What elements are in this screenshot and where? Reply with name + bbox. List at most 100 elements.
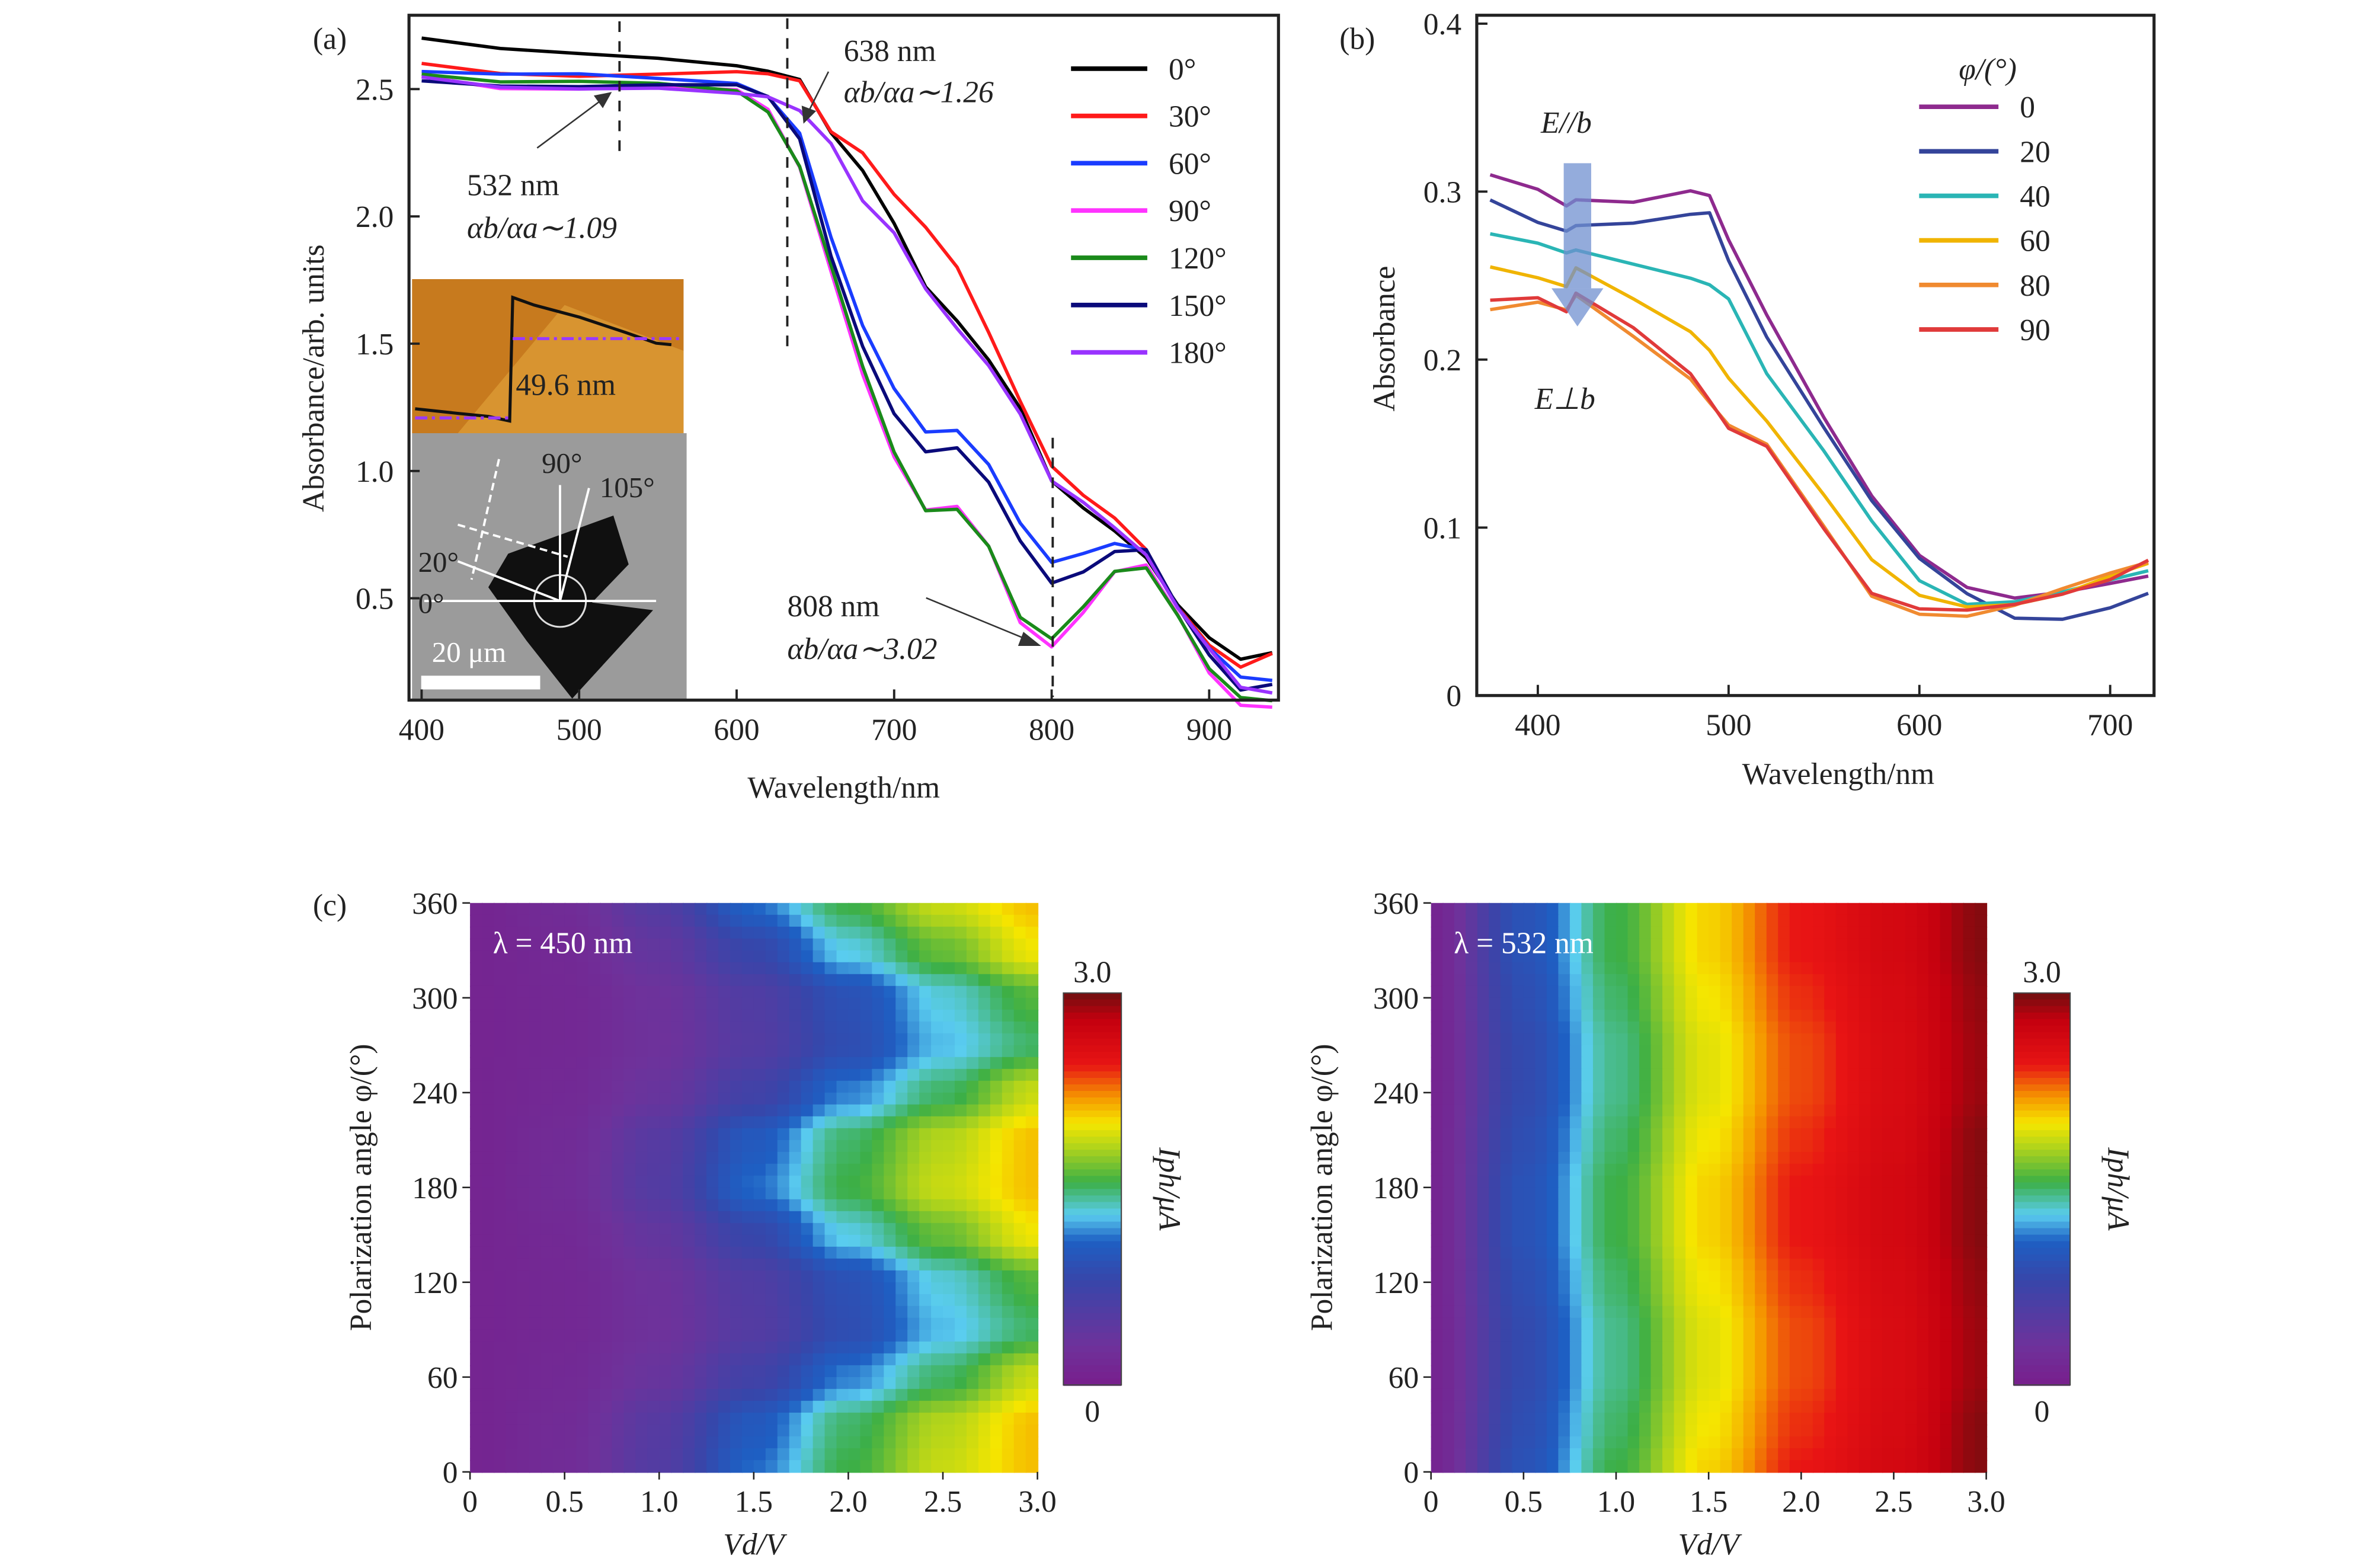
heatmap-cell (1650, 1460, 1664, 1473)
heatmap-cell (1616, 1092, 1629, 1106)
heatmap-cell (1766, 1187, 1779, 1201)
heatmap-cell (1801, 1329, 1814, 1343)
heatmap-cell (1963, 1282, 1976, 1295)
heatmap-cell (1558, 1258, 1571, 1272)
heatmap-cell (1940, 1246, 1953, 1260)
marker-lines (618, 18, 1054, 697)
heatmap-cell (1581, 1258, 1594, 1272)
heatmap-cell (706, 1329, 719, 1343)
heatmap-cell (1720, 1305, 1733, 1319)
heatmap-cell (1685, 1187, 1698, 1201)
heatmap-cell (884, 997, 897, 1011)
heatmap-cell (517, 985, 530, 999)
heatmap-cell (1592, 1436, 1606, 1449)
heatmap-cell (623, 1400, 636, 1414)
heatmap-cell (1685, 1068, 1698, 1082)
heatmap-cell (706, 1128, 719, 1141)
heatmap-cell (978, 1353, 991, 1367)
heatmap-cell (812, 1211, 826, 1224)
heatmap-cell (1905, 1234, 1918, 1248)
heatmap-cell (1893, 1436, 1906, 1449)
heatmap-cell (683, 914, 696, 928)
heatmap-cell (1013, 1140, 1027, 1153)
heatmap-cell (1870, 1045, 1883, 1058)
heatmap-cell (1940, 962, 1953, 975)
heatmap-cell (789, 1199, 802, 1212)
heatmap-cell (1013, 1305, 1027, 1319)
heatmap-cell (1477, 1436, 1490, 1449)
heatmap-cell (1801, 1068, 1814, 1082)
heatmap-cell (1025, 1377, 1039, 1390)
heatmap-cell (954, 1341, 968, 1355)
colorbar-segment (2013, 1045, 2071, 1053)
heatmap-cell (647, 1294, 660, 1307)
heatmap-cell (1812, 1365, 1825, 1378)
heatmap-cell (623, 1270, 636, 1284)
heatmap-cell (730, 926, 743, 940)
heatmap-cell (1500, 1092, 1513, 1106)
heatmap-cell (1002, 985, 1015, 999)
heatmap-cell (1870, 1021, 1883, 1035)
heatmap-cell (753, 1080, 767, 1094)
heatmap-cell (753, 962, 767, 975)
heatmap-cell (706, 1223, 719, 1236)
heatmap-cell (540, 1175, 554, 1189)
heatmap-cell (1674, 1009, 1687, 1023)
heatmap-cell (1720, 1140, 1733, 1153)
heatmap-cell (600, 1045, 613, 1058)
heatmap-cell (860, 985, 873, 999)
heatmap-cell (1466, 1140, 1479, 1153)
heatmap-cell (470, 1092, 483, 1106)
heatmap-cell (1662, 962, 1675, 975)
heatmap-cell (588, 926, 602, 940)
heatmap-cell (966, 1092, 980, 1106)
heatmap-cell (1002, 1353, 1015, 1367)
heatmap-cell (954, 1246, 968, 1260)
heatmap-cell (919, 1187, 932, 1201)
heatmap-cell (1778, 1033, 1791, 1047)
heatmap-cell (1662, 1329, 1675, 1343)
heatmap-cell (1662, 1412, 1675, 1426)
y-tick-label: 2.5 (356, 73, 394, 107)
heatmap-cell (647, 1057, 660, 1070)
heatmap-cell (1431, 1021, 1444, 1035)
heatmap-cell (505, 1377, 519, 1390)
heatmap-cell (966, 1211, 980, 1224)
heatmap-cell (482, 1234, 495, 1248)
heatmap-cell (706, 926, 719, 940)
heatmap-cell (1882, 1305, 1895, 1319)
heatmap-cell (730, 1246, 743, 1260)
heatmap-cell (1743, 938, 1756, 952)
heatmap-cell (706, 938, 719, 952)
heatmap-cell (978, 1092, 991, 1106)
heatmap-cell (1847, 1199, 1860, 1212)
heatmap-cell (600, 962, 613, 975)
heatmap-cell (1835, 1353, 1848, 1367)
heatmap-cell (943, 1388, 956, 1402)
heatmap-cell (1662, 1341, 1675, 1355)
heatmap-cell (1812, 1388, 1825, 1402)
heatmap-cell (1766, 1460, 1779, 1473)
heatmap-cell (1720, 1282, 1733, 1295)
heatmap-cell (907, 1033, 920, 1047)
heatmap-cell (1858, 1270, 1872, 1284)
heatmap-cell (718, 1294, 731, 1307)
heatmap-cell (1917, 1151, 1930, 1165)
heatmap-cell (753, 1175, 767, 1189)
heatmap-cell (1431, 974, 1444, 987)
heatmap-cell (848, 1092, 861, 1106)
heatmap-cell (671, 1270, 684, 1284)
heatmap-cell (931, 1151, 944, 1165)
heatmap-cell (1523, 1329, 1536, 1343)
heatmap-cell (1581, 1424, 1594, 1438)
colorbar-segment (2013, 1365, 2071, 1373)
colorbar-segment (2013, 1359, 2071, 1367)
heatmap-cell (848, 1021, 861, 1035)
heatmap-cell (801, 1377, 814, 1390)
heatmap-cell (1025, 1317, 1039, 1331)
heatmap-cell (741, 1365, 755, 1378)
heatmap-cell (943, 1246, 956, 1260)
heatmap-cell (1928, 950, 1941, 964)
heatmap-cell (730, 1151, 743, 1165)
heatmap-cell (836, 926, 849, 940)
